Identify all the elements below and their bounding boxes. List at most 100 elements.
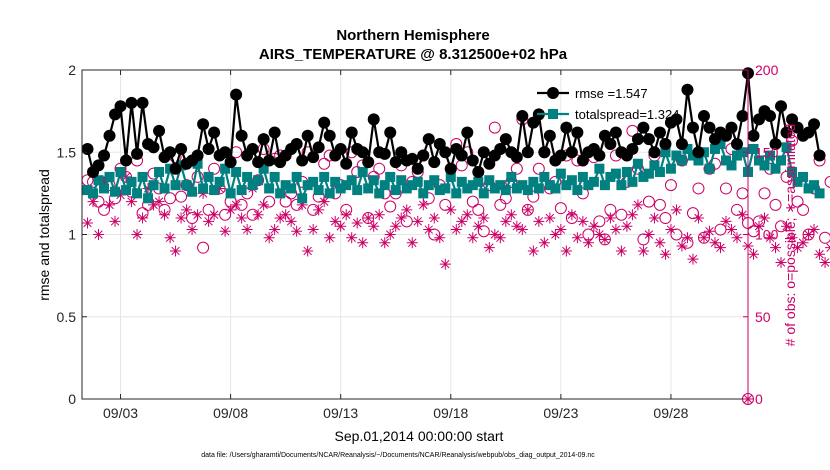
obs-assimilated-point xyxy=(770,242,782,254)
obs-assimilated-point xyxy=(687,253,699,265)
obs-assimilated-point xyxy=(115,189,127,201)
obs-assimilated-point xyxy=(412,215,424,227)
rmse-point xyxy=(98,149,111,162)
obs-assimilated-point xyxy=(604,212,616,224)
obs-assimilated-point xyxy=(175,212,187,224)
totalspread-point xyxy=(99,183,110,194)
rmse-point xyxy=(604,138,617,151)
obs-possible-point xyxy=(714,223,727,236)
totalspread-point xyxy=(170,180,181,191)
totalspread-point xyxy=(93,175,104,186)
y-tick-label-left: 1.5 xyxy=(57,144,77,160)
rmse-point xyxy=(808,118,821,131)
rmse-point xyxy=(494,142,507,155)
rmse-point xyxy=(197,118,210,131)
totalspread-point xyxy=(192,158,203,169)
rmse-point xyxy=(411,162,424,175)
totalspread-point xyxy=(638,171,649,182)
totalspread-point xyxy=(308,176,319,187)
totalspread-point xyxy=(561,180,572,191)
totalspread-point xyxy=(330,176,341,187)
obs-assimilated-point xyxy=(560,245,572,257)
y-tick-label-right: 0 xyxy=(755,391,763,407)
totalspread-point xyxy=(781,142,792,153)
rmse-point xyxy=(120,154,133,167)
totalspread-point xyxy=(616,180,627,191)
obs-assimilated-point xyxy=(670,204,682,216)
obs-assimilated-point xyxy=(759,212,771,224)
totalspread-point xyxy=(203,171,214,182)
obs-assimilated-point xyxy=(368,220,380,232)
totalspread-point xyxy=(660,147,671,158)
obs-possible-point xyxy=(653,198,666,211)
obs-assimilated-point xyxy=(533,215,545,227)
totalspread-point xyxy=(693,155,704,166)
rmse-point xyxy=(92,159,105,172)
totalspread-point xyxy=(649,160,660,171)
totalspread-point xyxy=(110,186,121,197)
obs-assimilated-point xyxy=(307,224,319,236)
rmse-point xyxy=(224,156,237,169)
obs-assimilated-point xyxy=(329,215,341,227)
totalspread-point xyxy=(682,143,693,154)
y-tick-label-left: 0.5 xyxy=(57,309,77,325)
obs-assimilated-point xyxy=(423,224,435,236)
obs-assimilated-point xyxy=(566,209,578,221)
obs-assimilated-point xyxy=(593,229,605,240)
totalspread-point xyxy=(731,150,742,161)
totalspread-point xyxy=(704,163,715,174)
totalspread-point xyxy=(665,163,676,174)
obs-possible-point xyxy=(797,203,810,216)
totalspread-point xyxy=(385,171,396,182)
obs-assimilated-point xyxy=(731,232,743,244)
y-tick-label-right: 200 xyxy=(755,62,779,78)
totalspread-point xyxy=(341,180,352,191)
obs-possible-point xyxy=(197,241,210,254)
obs-possible-point xyxy=(279,195,292,208)
rmse-point xyxy=(642,133,655,146)
totalspread-point xyxy=(104,171,115,182)
totalspread-point xyxy=(220,163,231,174)
rmse-point xyxy=(103,129,116,142)
totalspread-point xyxy=(792,176,803,187)
obs-assimilated-point xyxy=(153,196,165,208)
obs-possible-point xyxy=(642,195,655,208)
rmse-point xyxy=(466,154,479,167)
totalspread-point xyxy=(434,185,445,196)
obs-assimilated-point xyxy=(120,171,132,183)
totalspread-point xyxy=(484,175,495,186)
obs-assimilated-point xyxy=(346,232,358,244)
totalspread-point xyxy=(412,176,423,187)
totalspread-point xyxy=(776,155,787,166)
obs-assimilated-point xyxy=(285,215,297,227)
rmse-point xyxy=(345,126,358,139)
x-tick-label: 09/23 xyxy=(543,405,578,421)
rmse-point xyxy=(648,146,661,159)
obs-assimilated-point xyxy=(654,237,666,249)
rmse-point xyxy=(169,162,182,175)
obs-assimilated-point xyxy=(505,209,517,221)
totalspread-point xyxy=(357,166,368,177)
obs-assimilated-point xyxy=(808,224,820,236)
obs-assimilated-point xyxy=(131,229,143,240)
obs-assimilated-point xyxy=(417,199,429,211)
obs-assimilated-point xyxy=(775,256,787,268)
rmse-point xyxy=(252,156,265,169)
rmse-point xyxy=(543,129,556,142)
legend-marker-rmse xyxy=(547,87,559,99)
rmse-point xyxy=(444,162,457,175)
rmse-point xyxy=(626,142,639,155)
rmse-point xyxy=(356,146,369,159)
obs-assimilated-point xyxy=(137,212,149,224)
totalspread-point xyxy=(495,180,506,191)
totalspread-point xyxy=(720,155,731,166)
obs-assimilated-point xyxy=(373,209,385,221)
obs-assimilated-point xyxy=(164,232,176,244)
totalspread-point xyxy=(88,188,99,199)
totalspread-point xyxy=(187,186,198,197)
obs-possible-point xyxy=(769,198,782,211)
totalspread-point xyxy=(346,175,357,186)
totalspread-point xyxy=(225,188,236,199)
totalspread-point xyxy=(539,171,550,182)
rmse-point xyxy=(384,126,397,139)
